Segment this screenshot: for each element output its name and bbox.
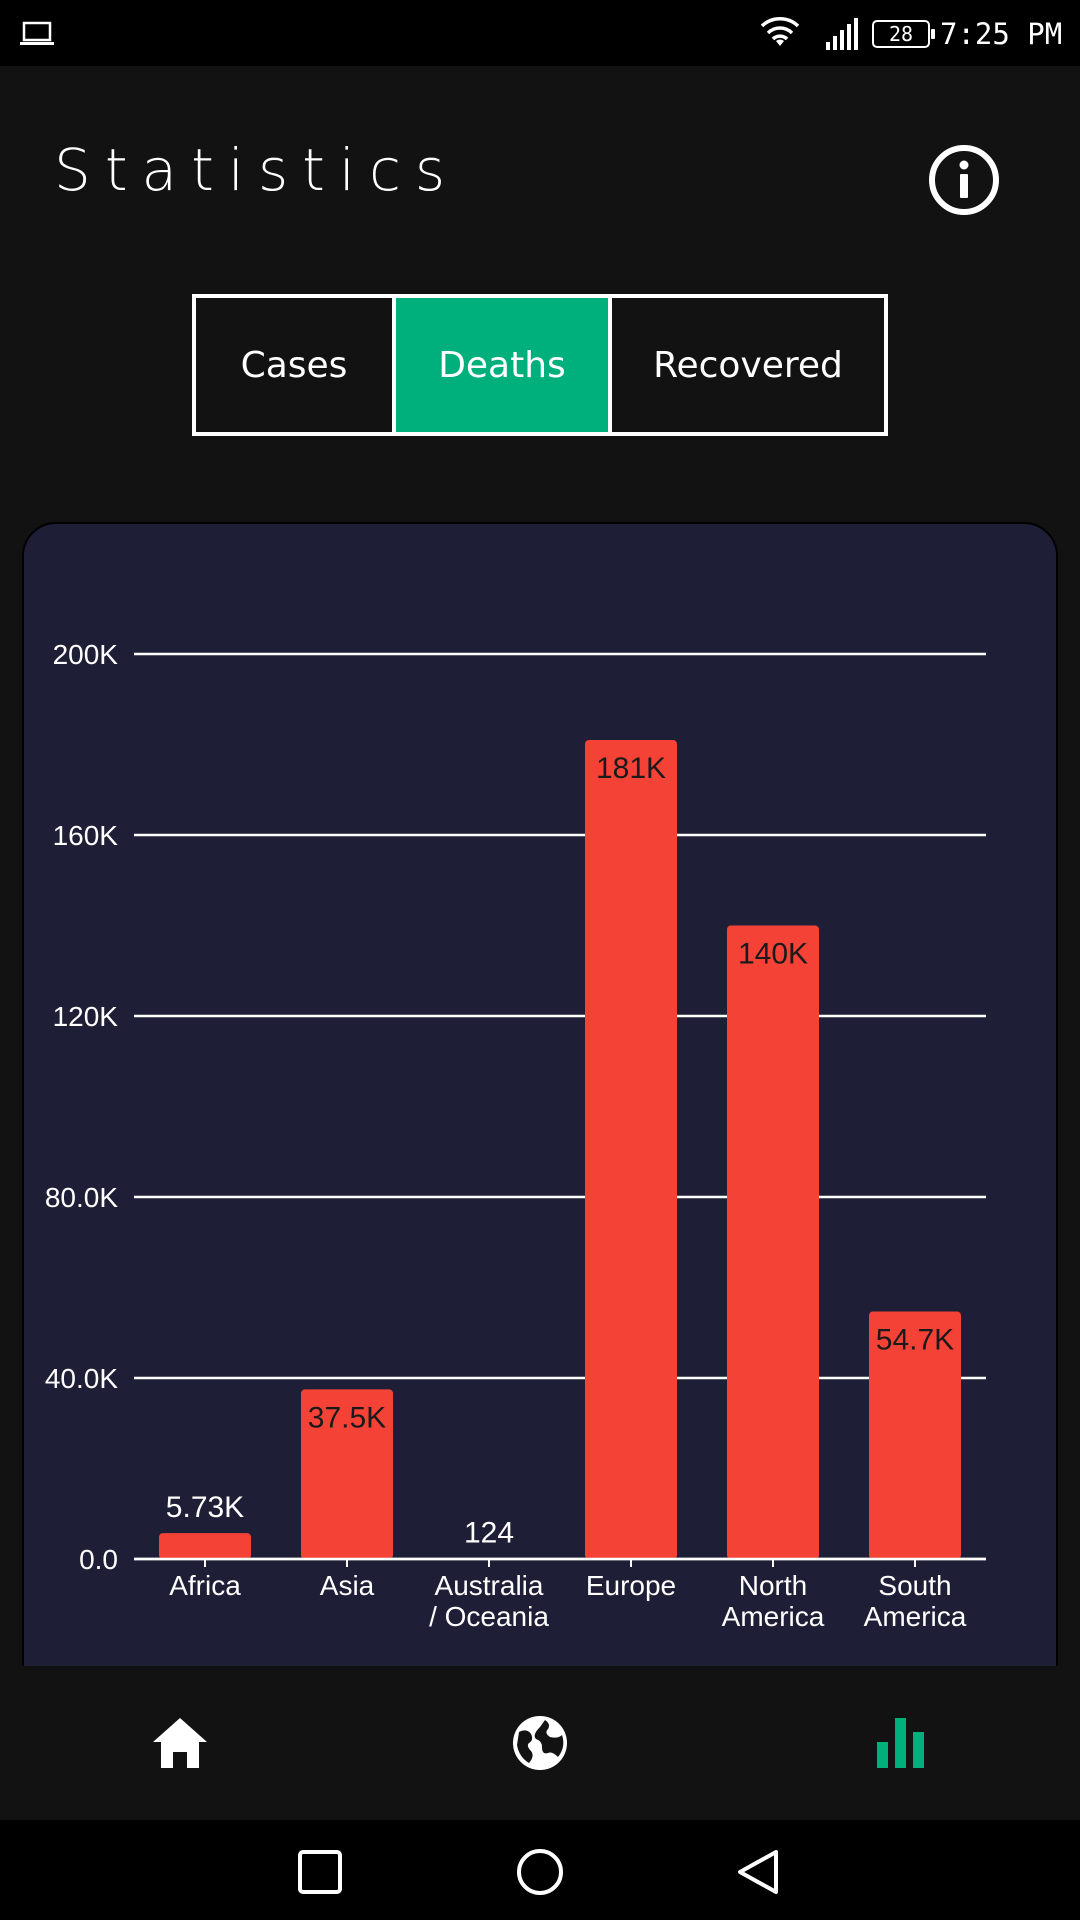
x-tick-label: North	[739, 1570, 807, 1601]
x-tick-label: Asia	[320, 1570, 375, 1601]
x-tick-label: Africa	[169, 1570, 241, 1601]
bar	[159, 1533, 251, 1559]
chart-card: 0.0 40.0K 80.0K 120K 160K 200K 5.73K Africa 37.5…	[22, 522, 1058, 1672]
bar	[301, 1389, 393, 1559]
y-tick-label: 80.0K	[45, 1182, 118, 1213]
bottom-nav	[0, 1666, 1080, 1820]
bar	[585, 739, 677, 1559]
data-label: 37.5K	[308, 1401, 386, 1434]
x-tick-label: America	[722, 1601, 825, 1632]
home-circle-icon[interactable]	[514, 1846, 566, 1898]
y-tick-label: 40.0K	[45, 1363, 118, 1394]
bar	[869, 1311, 961, 1559]
globe-icon[interactable]	[505, 1708, 575, 1778]
data-label: 124	[464, 1516, 514, 1549]
back-icon[interactable]	[732, 1846, 784, 1898]
tab-cases[interactable]: Cases	[240, 344, 348, 386]
signal-icon	[826, 18, 858, 50]
y-tick-label: 0.0	[79, 1544, 118, 1575]
data-label: 5.73K	[166, 1491, 244, 1524]
y-tick-label: 200K	[53, 639, 119, 670]
x-tick-label: / Oceania	[429, 1601, 549, 1632]
wifi-icon	[760, 17, 800, 46]
data-label: 140K	[738, 938, 808, 971]
battery-icon: 28	[872, 20, 935, 48]
stat-type-tabs: Cases Deaths Recovered	[192, 294, 888, 436]
data-label: 181K	[596, 752, 666, 785]
x-tick-label: Australia	[435, 1570, 544, 1601]
x-tick-label: South	[878, 1570, 951, 1601]
laptop-icon	[20, 21, 54, 45]
tab-recovered[interactable]: Recovered	[608, 298, 884, 432]
page-title: Statistics	[54, 136, 460, 204]
bar	[727, 925, 819, 1559]
status-bar: 28 7:25 PM	[0, 0, 1080, 66]
x-tick-label: America	[864, 1601, 967, 1632]
system-nav	[0, 1820, 1080, 1920]
home-icon[interactable]	[145, 1708, 215, 1778]
bar-chart-icon[interactable]	[865, 1708, 935, 1778]
y-tick-label: 160K	[53, 820, 119, 851]
data-label: 54.7K	[876, 1323, 954, 1356]
deaths-bar-chart: 0.0 40.0K 80.0K 120K 160K 200K 5.73K Africa 37.5…	[45, 639, 986, 1632]
info-icon[interactable]	[928, 144, 1000, 216]
tab-deaths[interactable]: Deaths	[392, 298, 608, 432]
y-tick-label: 120K	[53, 1001, 119, 1032]
x-tick-label: Europe	[586, 1570, 676, 1601]
recents-icon[interactable]	[294, 1846, 346, 1898]
status-time: 7:25 PM	[940, 17, 1063, 51]
